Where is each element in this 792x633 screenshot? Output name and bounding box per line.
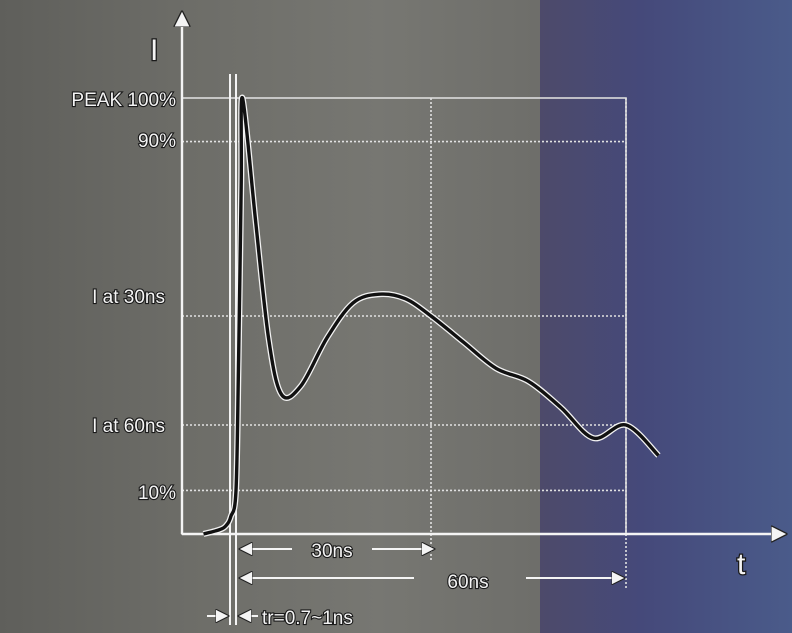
y-tick-label-i30: I at 30ns — [92, 287, 165, 308]
span-60-label: 60ns — [447, 572, 488, 593]
y-tick-label-i60: I at 60ns — [92, 416, 165, 437]
span-30-label: 30ns — [311, 541, 352, 562]
y-tick-label-peak: PEAK 100% — [71, 90, 176, 111]
rise-time-label: tr=0.7~1ns — [262, 608, 353, 629]
y-axis-label: I — [150, 34, 158, 67]
y-tick-label-ninety: 90% — [138, 131, 176, 152]
x-axis-label: t — [737, 548, 746, 581]
y-tick-label-ten: 10% — [138, 483, 176, 504]
waveform-curve — [203, 96, 660, 536]
